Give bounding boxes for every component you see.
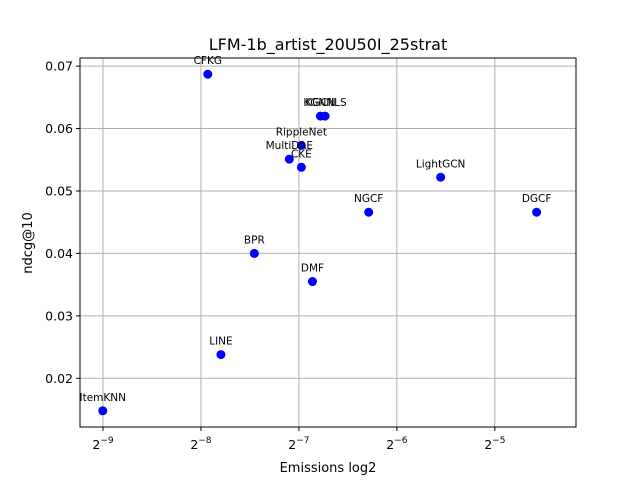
data-point (98, 406, 108, 416)
data-point-label: CFKG (194, 55, 222, 67)
x-tick-label: 2−7 (288, 436, 309, 452)
data-point-label: DMF (301, 263, 324, 275)
data-point-label: KGNNLS (303, 97, 347, 109)
data-point (203, 69, 213, 79)
data-point (436, 172, 446, 182)
x-tick-exponent: −5 (492, 436, 505, 446)
grid-layer (80, 58, 576, 427)
x-tick-label: 2−9 (92, 436, 113, 452)
x-tick-base: 2 (92, 437, 100, 452)
data-point-label: LightGCN (416, 158, 466, 170)
y-tick-label: 0.06 (45, 121, 73, 136)
y-tick-label: 0.03 (45, 308, 73, 323)
data-point (307, 277, 317, 287)
x-axis-label: Emissions log2 (280, 461, 377, 476)
data-point-label: LINE (209, 336, 232, 348)
x-tick-exponent: −6 (394, 436, 408, 446)
data-point-label: RippleNet (276, 126, 327, 138)
x-tick-base: 2 (288, 437, 296, 452)
y-tick-label: 0.07 (45, 59, 73, 74)
x-tick-exponent: −7 (296, 436, 309, 446)
data-point (296, 140, 306, 150)
x-tick-label: 2−8 (190, 436, 211, 452)
x-tick-base: 2 (190, 437, 198, 452)
data-point (249, 248, 259, 258)
data-point-label: DGCF (522, 193, 552, 205)
data-point-label: KGCN (305, 97, 335, 109)
data-point (284, 154, 294, 164)
y-tick-label: 0.04 (45, 246, 73, 261)
x-tick-exponent: −8 (198, 436, 212, 446)
data-point-label: BPR (244, 234, 265, 246)
data-point-label: ItemKNN (80, 392, 127, 404)
y-tick-label: 0.02 (45, 371, 73, 386)
data-point-label: NGCF (354, 193, 383, 205)
y-tick-label: 0.05 (45, 183, 73, 198)
points-layer (98, 69, 542, 416)
chart-title: LFM-1b_artist_20U50I_25strat (209, 35, 448, 55)
x-tick-label: 2−5 (484, 436, 505, 452)
x-tick-base: 2 (484, 437, 492, 452)
x-tick-base: 2 (386, 437, 394, 452)
data-point (216, 350, 226, 360)
x-tick-label: 2−6 (386, 436, 407, 452)
data-point-label: MultiDAE (266, 140, 313, 152)
plot-frame (79, 57, 577, 428)
data-point-label: CKE (291, 148, 312, 160)
y-axis-label: ndcg@10 (21, 212, 36, 273)
data-point (296, 162, 306, 172)
data-point (532, 207, 542, 217)
data-point (364, 207, 374, 217)
data-point (320, 111, 330, 121)
x-tick-exponent: −9 (100, 436, 114, 446)
point-labels-layer: ItemKNN LINE BPR DMF CFKG RippleNet CKEMultiDA… (80, 55, 552, 404)
ticks-layer: 2−9 2−8 2−7 2−6 2−50.020.030.040.050.060.07 (45, 59, 505, 452)
